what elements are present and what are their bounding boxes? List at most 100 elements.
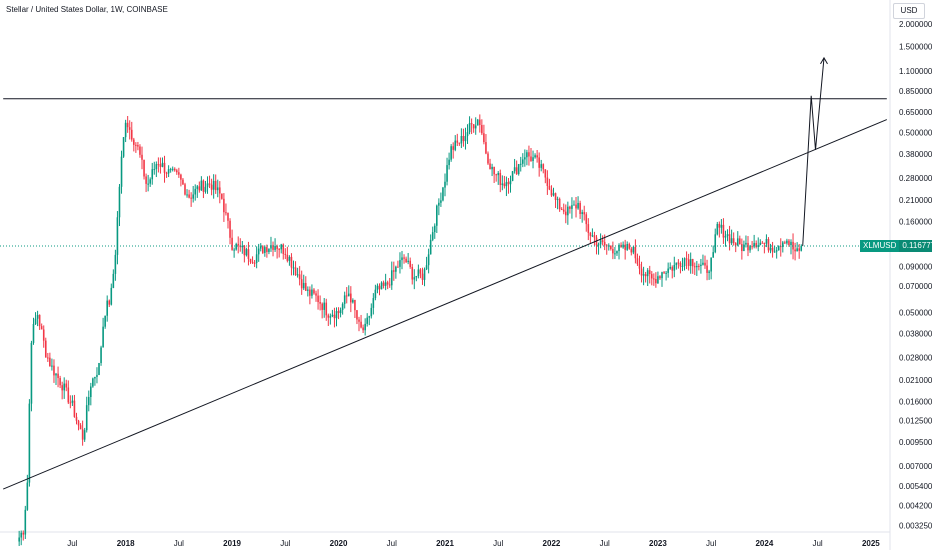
candle-body [653,278,655,280]
candle-body [122,137,125,157]
x-tick-label: 2024 [755,539,773,548]
candle-body [49,357,51,367]
candle-body [323,302,326,310]
candle-body [724,235,727,238]
currency-selector[interactable]: USD [893,3,925,19]
candle-body [505,181,508,187]
candle-body [544,169,547,178]
candle-body [182,179,184,185]
candle-body [679,263,682,267]
symbol-label: XLMUSD [863,241,897,251]
candle-body [397,266,399,268]
candle-body [133,139,135,145]
candle-body [42,329,45,341]
candle-body [476,119,479,126]
candle-body [395,266,397,272]
candle-body [511,171,514,181]
trendline[interactable] [3,119,887,490]
candle-body [343,295,346,304]
projection-arrowhead [820,56,828,65]
candle-body [241,245,244,248]
candle-body [669,267,672,269]
candle-body [313,289,315,294]
y-tick-label: 0.016000 [899,397,932,406]
candle-body [194,188,197,195]
candle-body [798,248,800,251]
candle-body [661,272,663,279]
candle-body [796,248,798,252]
candle-body [390,270,393,286]
candle-body [589,232,592,236]
y-tick-label: 0.280000 [899,174,932,183]
candle-body [659,276,661,279]
candle-body [466,132,469,137]
candle-body [636,258,639,265]
candle-body [419,269,422,274]
candle-body [485,142,487,154]
candle-body [616,251,618,254]
candle-body [34,318,37,324]
candle-body [765,239,768,244]
x-tick-label: 2018 [117,539,135,548]
candle-body [558,198,561,210]
candle-body [51,365,53,367]
candle-body [509,180,512,185]
candle-body [79,425,82,430]
candle-body [698,265,700,267]
candle-body [571,205,573,209]
candle-body [227,212,229,221]
candle-body [794,249,796,252]
candle-body [677,262,680,264]
candle-body [675,262,678,266]
candle-body [663,272,665,274]
candle-body [225,212,227,214]
candle-body [546,177,549,186]
candle-body [706,265,708,273]
candle-body [171,168,174,170]
candle-body [59,377,61,386]
chart-title: Stellar / United States Dollar, 1W, COIN… [6,5,168,14]
candle-body [628,244,631,249]
candle-body [57,373,59,378]
candle-body [372,298,375,308]
x-tick-label: Jul [812,539,822,548]
candle-body [47,357,49,359]
candle-body [657,276,659,284]
candle-body [507,181,510,185]
candle-body [743,244,745,251]
candle-body [364,323,366,331]
candle-body [81,429,84,440]
grid [0,0,891,550]
candle-body [382,282,385,286]
candle-body [292,267,295,269]
candle-body [556,198,559,200]
projection-path[interactable] [802,57,825,247]
candle-body [24,509,27,535]
candle-body [548,185,551,190]
candle-body [272,245,274,250]
candle-body [648,270,651,275]
candle-body [749,246,751,251]
candle-body [100,347,102,364]
candle-body [92,378,94,387]
candle-body [98,363,100,375]
candle-body [603,241,606,246]
y-tick-label: 0.038000 [899,330,932,339]
candle-body [350,293,352,303]
candle-body [200,180,203,191]
candle-body [159,164,162,167]
candle-body [597,244,600,246]
candle-body [237,243,240,246]
y-tick-label: 0.007000 [899,462,932,471]
candle-body [276,246,278,249]
candle-body [264,247,266,253]
candle-body [360,321,362,328]
candle-body [36,314,39,319]
candle-body [464,136,467,142]
candle-body [278,248,280,250]
candle-body [468,123,471,133]
candle-body [519,163,522,165]
candle-body [341,303,344,310]
candle-body [700,264,702,267]
